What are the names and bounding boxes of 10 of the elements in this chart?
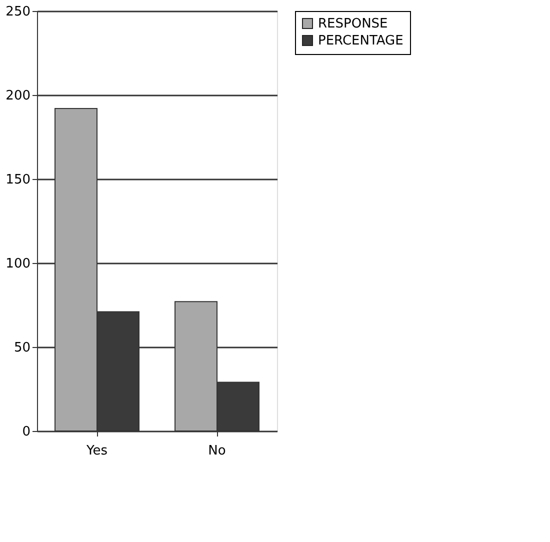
y-tick-label: 0 bbox=[22, 424, 30, 440]
y-tick-label: 50 bbox=[14, 340, 30, 356]
y-tick-label: 250 bbox=[6, 4, 30, 20]
y-tick-label: 150 bbox=[6, 172, 30, 188]
x-tick-label: No bbox=[208, 444, 226, 458]
y-tick-label: 200 bbox=[6, 88, 30, 104]
legend-label: RESPONSE bbox=[318, 16, 388, 32]
x-tick-label: Yes bbox=[86, 444, 108, 458]
y-tick-label: 100 bbox=[6, 256, 30, 272]
legend-label: PERCENTAGE bbox=[318, 34, 404, 48]
